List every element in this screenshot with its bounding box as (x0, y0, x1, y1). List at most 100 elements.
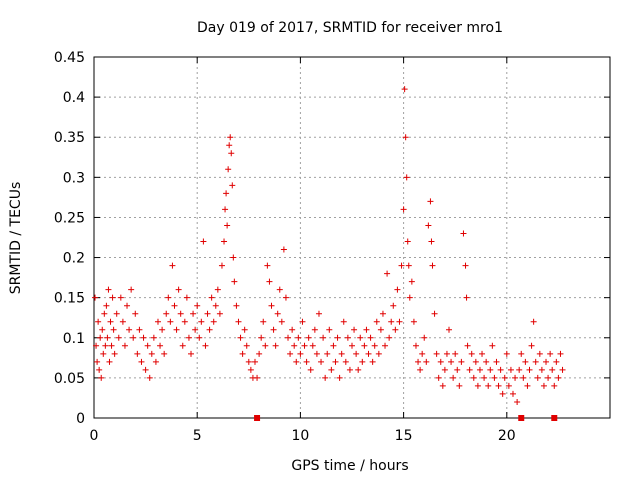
data-point (365, 350, 372, 357)
data-point (472, 358, 479, 365)
data-point (452, 350, 459, 357)
data-point (103, 302, 110, 309)
data-point (130, 334, 137, 341)
data-point (307, 366, 314, 373)
data-point (227, 134, 234, 141)
data-point (173, 326, 180, 333)
data-point (427, 198, 434, 205)
data-point (351, 326, 358, 333)
data-point (194, 302, 201, 309)
data-point (270, 326, 277, 333)
data-point (448, 358, 455, 365)
data-point (107, 318, 114, 325)
data-point (237, 334, 244, 341)
x-tick-label: 0 (90, 428, 99, 444)
data-point (464, 342, 471, 349)
data-point (303, 358, 310, 365)
data-point (293, 358, 300, 365)
data-point (311, 326, 318, 333)
data-point (355, 366, 362, 373)
data-point (177, 310, 184, 317)
data-point (439, 382, 446, 389)
data-point (528, 342, 535, 349)
data-point (140, 334, 147, 341)
data-point (223, 190, 230, 197)
data-point (260, 318, 267, 325)
data-point (206, 326, 213, 333)
data-point (94, 358, 101, 365)
data-point (192, 326, 199, 333)
data-point (338, 350, 345, 357)
data-point (509, 390, 516, 397)
data-point (551, 382, 558, 389)
data-point (435, 374, 442, 381)
data-point (336, 374, 343, 381)
data-point (165, 294, 172, 301)
y-axis: 0 0.05 0.1 0.15 0.2 0.25 0.3 0.35 0.4 0.45 (54, 50, 610, 427)
data-point (417, 366, 424, 373)
data-point (235, 318, 242, 325)
data-point (402, 134, 409, 141)
data-point (334, 334, 341, 341)
data-point (373, 318, 380, 325)
data-point (204, 310, 211, 317)
data-point (404, 238, 411, 245)
y-tick-label: 0.45 (54, 50, 85, 66)
data-point (382, 342, 389, 349)
data-point (379, 310, 386, 317)
data-point (268, 302, 275, 309)
data-point (198, 318, 205, 325)
data-point (113, 310, 120, 317)
data-point (226, 142, 233, 149)
data-point (507, 366, 514, 373)
data-point (196, 334, 203, 341)
data-point (200, 238, 207, 245)
data-point (514, 398, 521, 405)
data-point (134, 350, 141, 357)
data-point (441, 366, 448, 373)
data-point (95, 318, 102, 325)
data-point (291, 342, 298, 349)
data-point (202, 342, 209, 349)
y-tick-label: 0.25 (54, 210, 85, 226)
data-point (233, 302, 240, 309)
data-point (132, 310, 139, 317)
grid (94, 57, 610, 418)
data-point (301, 342, 308, 349)
plot-frame (93, 56, 611, 419)
data-point (146, 374, 153, 381)
data-point (342, 358, 349, 365)
data-point (410, 318, 417, 325)
data-point (320, 334, 327, 341)
data-point (224, 222, 231, 229)
data-point (183, 294, 190, 301)
data-point (128, 286, 135, 293)
y-tick-label: 0.4 (63, 90, 85, 106)
data-point (297, 350, 304, 357)
data-point (305, 334, 312, 341)
data-point (371, 342, 378, 349)
data-point (433, 350, 440, 357)
y-tick-label: 0 (76, 411, 85, 427)
data-point (388, 318, 395, 325)
data-point (208, 294, 215, 301)
data-point (349, 342, 355, 349)
data-point (499, 390, 506, 397)
data-point (520, 374, 527, 381)
data-point (454, 366, 461, 373)
data-point (105, 286, 112, 293)
data-point (285, 334, 292, 341)
data-point (322, 374, 329, 381)
data-point (353, 350, 360, 357)
data-point (212, 302, 219, 309)
data-point (390, 302, 397, 309)
data-point (256, 350, 263, 357)
data-point (228, 150, 235, 157)
data-point (462, 262, 469, 269)
data-point (245, 358, 252, 365)
data-point (367, 334, 374, 341)
data-point (280, 246, 287, 253)
data-point (150, 334, 157, 341)
data-point (463, 294, 470, 301)
data-point (392, 326, 399, 333)
